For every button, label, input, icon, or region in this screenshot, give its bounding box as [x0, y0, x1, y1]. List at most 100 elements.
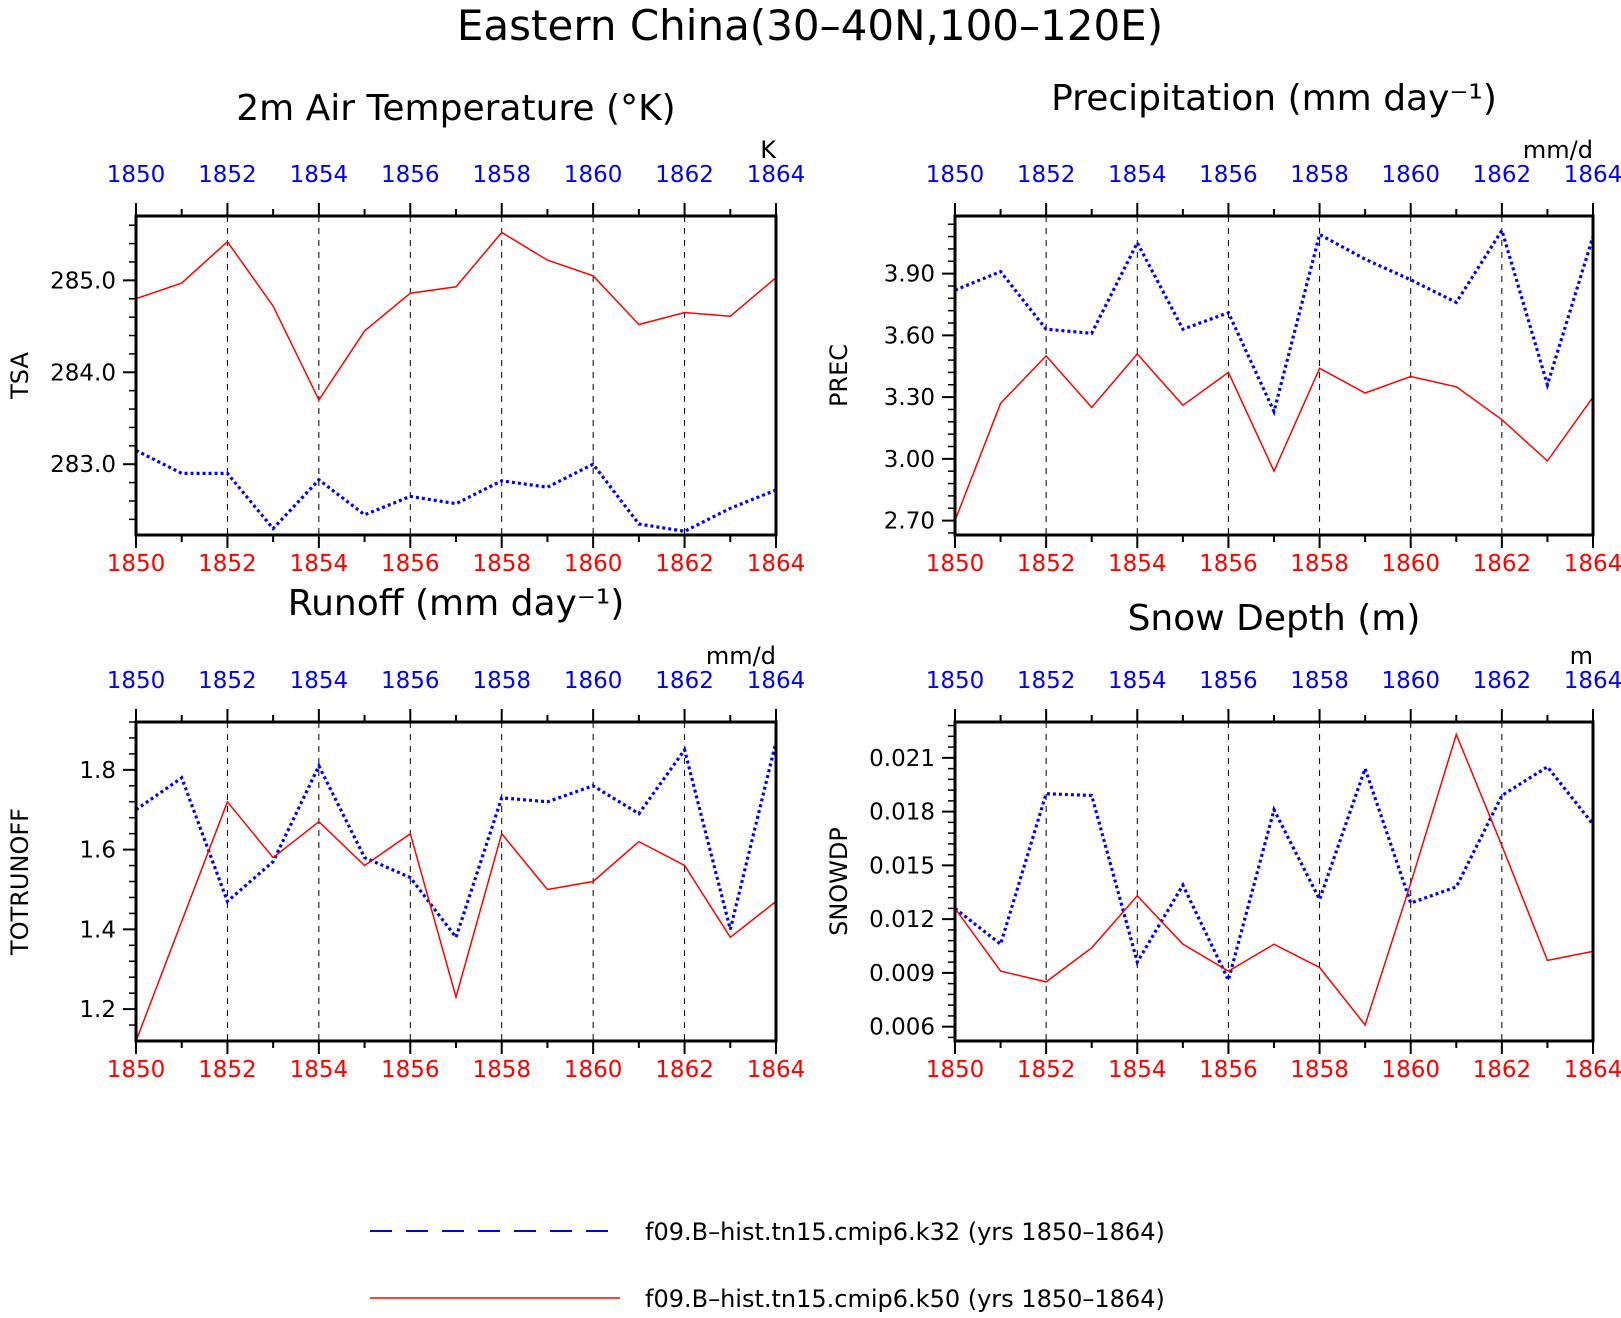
series-line-k32: [136, 741, 776, 941]
x-tick-label-top: 1852: [1017, 162, 1076, 188]
y-axis-label: TOTRUNOFF: [6, 808, 34, 956]
x-tick-label-top: 1854: [1108, 162, 1167, 188]
x-tick-label-bottom: 1862: [1473, 551, 1532, 577]
x-tick-label-bottom: 1860: [1381, 551, 1440, 577]
x-tick-label-top: 1852: [1017, 668, 1076, 694]
chart-panel-2: Precipitation (mm day⁻¹) 1850 1850 1852 1852…: [825, 78, 1621, 577]
x-tick-label-top: 1862: [1473, 162, 1532, 188]
x-tick-label-bottom: 1862: [655, 551, 714, 577]
y-tick-label: 0.006: [869, 1015, 935, 1041]
legend-label-k32: f09.B–hist.tn15.cmip6.k32 (yrs 1850–1864…: [645, 1218, 1165, 1246]
x-tick-label-bottom: 1850: [926, 551, 985, 577]
legend: f09.B–hist.tn15.cmip6.k32 (yrs 1850–1864…: [370, 1218, 1165, 1313]
y-axis-label: TSA: [6, 352, 34, 400]
x-tick-label-top: 1858: [1290, 162, 1349, 188]
x-tick-label-top: 1850: [926, 668, 985, 694]
x-tick-label-bottom: 1860: [1381, 1057, 1440, 1083]
x-tick-label-top: 1864: [747, 162, 806, 188]
x-tick-label-top: 1854: [290, 162, 349, 188]
y-tick-label: 2.70: [884, 509, 935, 535]
x-tick-label-top: 1854: [1108, 668, 1167, 694]
x-tick-label-bottom: 1858: [472, 551, 531, 577]
x-tick-label-top: 1860: [564, 162, 623, 188]
x-tick-label-top: 1860: [1381, 668, 1440, 694]
y-tick-label: 1.4: [79, 917, 116, 943]
y-tick-label: 0.018: [869, 800, 935, 826]
x-tick-label-bottom: 1864: [1564, 1057, 1621, 1083]
x-tick-label-bottom: 1856: [381, 1057, 440, 1083]
x-tick-label-bottom: 1860: [564, 551, 623, 577]
x-tick-label-top: 1850: [926, 162, 985, 188]
x-tick-label-bottom: 1858: [1290, 551, 1349, 577]
x-tick-label-top: 1864: [1564, 162, 1621, 188]
x-tick-label-bottom: 1852: [1017, 551, 1076, 577]
x-tick-label-top: 1852: [198, 668, 257, 694]
series-line-k50: [136, 231, 776, 402]
x-tick-label-top: 1864: [747, 668, 806, 694]
legend-label-k50: f09.B–hist.tn15.cmip6.k50 (yrs 1850–1864…: [645, 1285, 1165, 1313]
main-title: Eastern China(30–40N,100–120E): [457, 1, 1163, 50]
x-tick-label-top: 1856: [381, 668, 440, 694]
series-line-k50: [955, 352, 1593, 521]
x-tick-label-bottom: 1864: [747, 1057, 806, 1083]
x-tick-label-top: 1858: [1290, 668, 1349, 694]
x-tick-label-bottom: 1850: [107, 551, 166, 577]
x-tick-label-top: 1858: [472, 162, 531, 188]
x-tick-label-bottom: 1862: [655, 1057, 714, 1083]
y-axis-label: SNOWDP: [825, 827, 853, 936]
series-line-k32: [136, 448, 776, 533]
x-tick-label-top: 1862: [1473, 668, 1532, 694]
panel-title: Precipitation (mm day⁻¹): [1051, 78, 1497, 119]
x-tick-label-top: 1864: [1564, 668, 1621, 694]
x-tick-label-bottom: 1864: [1564, 551, 1621, 577]
x-tick-label-bottom: 1854: [290, 551, 349, 577]
x-tick-label-bottom: 1860: [564, 1057, 623, 1083]
x-tick-label-bottom: 1852: [198, 551, 257, 577]
y-tick-label: 0.021: [869, 746, 935, 772]
units-label: m: [1570, 642, 1593, 670]
x-tick-label-bottom: 1852: [1017, 1057, 1076, 1083]
x-tick-label-top: 1850: [107, 668, 166, 694]
series-line-k32: [955, 226, 1593, 417]
series-line-k50: [955, 732, 1593, 1027]
plot-frame: [134, 720, 778, 1043]
panel-title: Runoff (mm day⁻¹): [288, 583, 625, 624]
series-line-k32: [955, 763, 1593, 985]
plot-frame: [953, 214, 1595, 537]
x-tick-label-bottom: 1854: [1108, 1057, 1167, 1083]
chart-panel-3: Runoff (mm day⁻¹) 1850 1850 1852 1852 1854 185…: [6, 583, 805, 1083]
x-tick-label-bottom: 1856: [1199, 551, 1258, 577]
units-label: K: [760, 136, 777, 164]
chart-panel-1: 2m Air Temperature (°K) 1850 1850 1852 1852 1…: [6, 88, 805, 577]
y-tick-label: 285.0: [50, 268, 116, 294]
y-tick-label: 3.60: [884, 323, 935, 349]
y-tick-label: 0.009: [869, 961, 935, 987]
y-tick-label: 1.2: [79, 997, 116, 1023]
y-tick-label: 0.015: [869, 853, 935, 879]
x-tick-label-bottom: 1854: [1108, 551, 1167, 577]
plot-frame: [953, 720, 1595, 1043]
units-label: mm/d: [706, 642, 776, 670]
x-tick-label-bottom: 1854: [290, 1057, 349, 1083]
plot-frame: [134, 214, 778, 537]
y-axis-label: PREC: [825, 344, 853, 407]
x-tick-label-top: 1856: [1199, 668, 1258, 694]
x-tick-label-bottom: 1852: [198, 1057, 257, 1083]
y-tick-label: 3.90: [884, 262, 935, 288]
x-tick-label-bottom: 1858: [472, 1057, 531, 1083]
chart-panel-4: Snow Depth (m) 1850 1850 1852 1852 1854 1854 18…: [825, 598, 1621, 1083]
panel-title: 2m Air Temperature (°K): [236, 88, 675, 129]
x-tick-label-bottom: 1850: [926, 1057, 985, 1083]
units-label: mm/d: [1523, 136, 1593, 164]
x-tick-label-bottom: 1856: [381, 551, 440, 577]
x-tick-label-top: 1860: [1381, 162, 1440, 188]
y-tick-label: 1.6: [79, 838, 116, 864]
x-tick-label-top: 1854: [290, 668, 349, 694]
x-tick-label-top: 1862: [655, 162, 714, 188]
series-line-k50: [136, 800, 776, 1041]
x-tick-label-top: 1860: [564, 668, 623, 694]
x-tick-label-top: 1856: [381, 162, 440, 188]
y-tick-label: 1.8: [79, 758, 116, 784]
x-tick-label-bottom: 1864: [747, 551, 806, 577]
